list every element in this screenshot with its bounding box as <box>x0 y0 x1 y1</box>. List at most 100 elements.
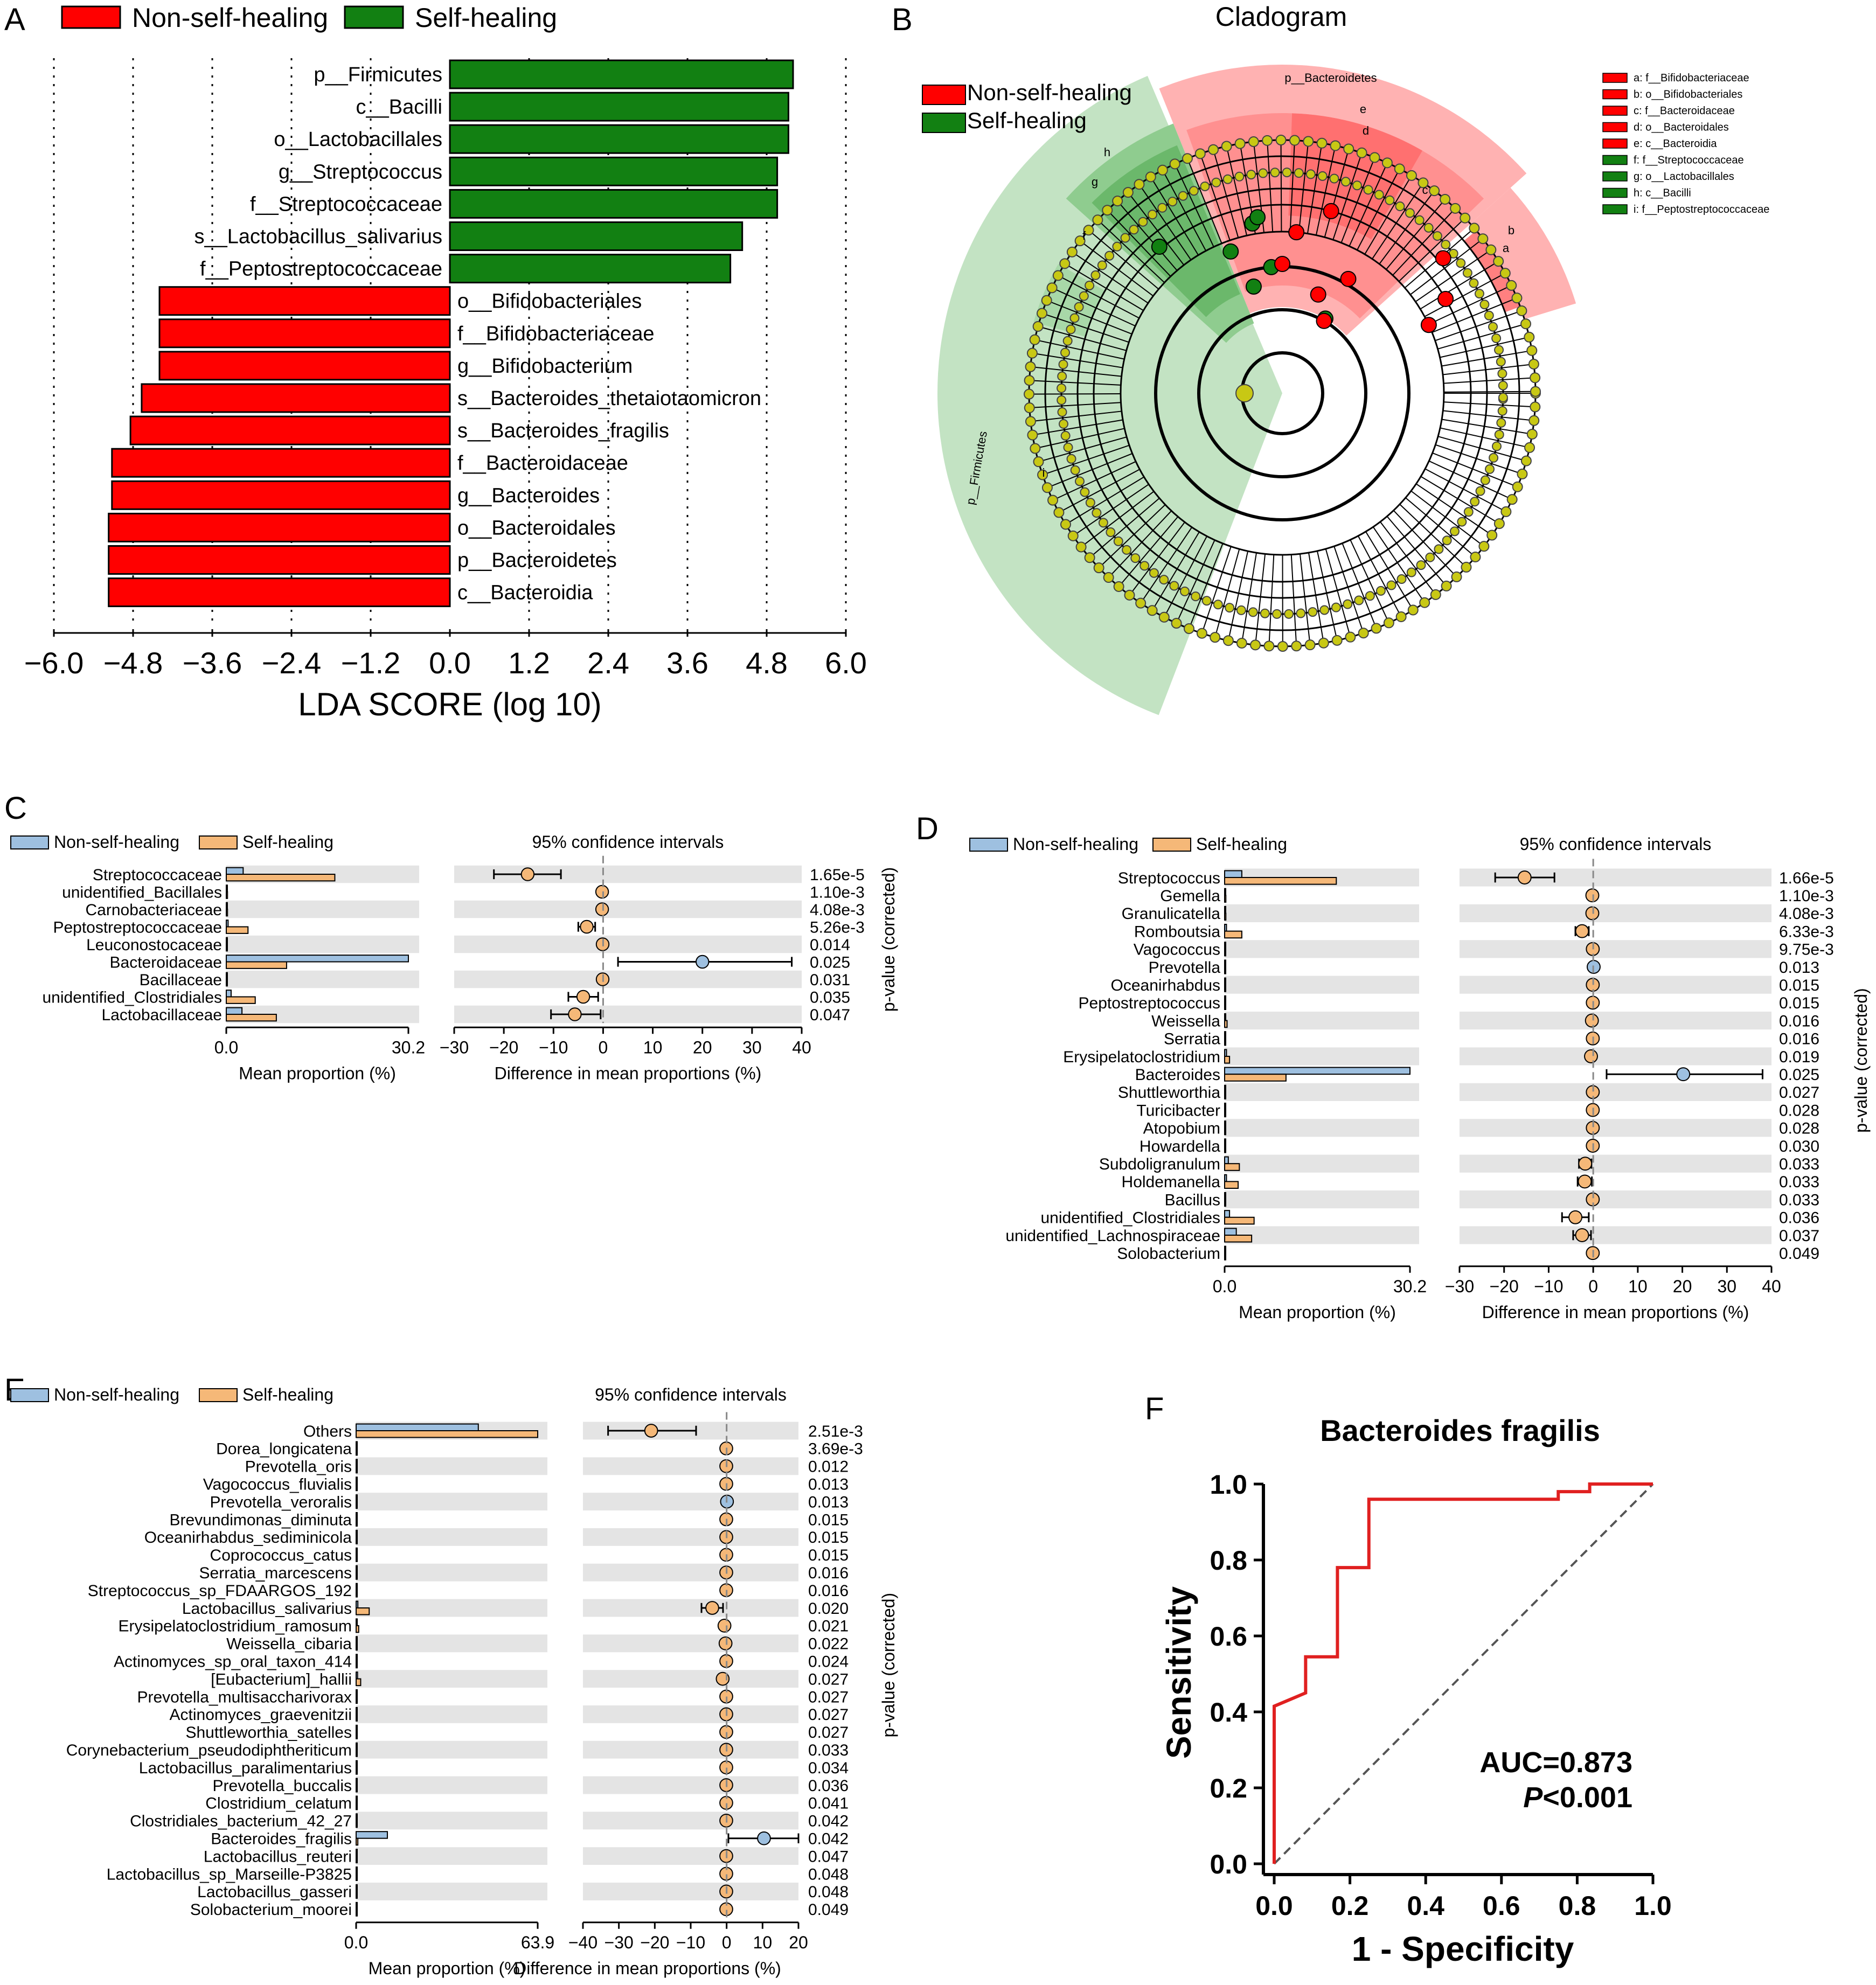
tree-node <box>1027 429 1038 441</box>
p-value: 9.75e-3 <box>1779 941 1834 959</box>
row-band <box>454 935 802 953</box>
tree-branch <box>1128 192 1185 266</box>
tree-branch <box>1425 468 1506 512</box>
row-band <box>583 1670 798 1688</box>
p-value: 0.027 <box>1779 1084 1819 1102</box>
bar-non-self-healing <box>356 1866 358 1875</box>
tree-node <box>1211 177 1221 187</box>
bar-non-self-healing <box>356 1423 479 1432</box>
tree-node <box>1057 407 1067 417</box>
p-value: 0.013 <box>1779 959 1819 977</box>
p-value: 0.015 <box>1779 994 1819 1012</box>
bar-self-healing <box>356 1501 358 1509</box>
auc-text: AUC=0.873 <box>1479 1746 1632 1779</box>
tree-node <box>1461 561 1472 573</box>
tree-node <box>1275 135 1287 146</box>
bar-non-self-healing <box>356 1654 358 1662</box>
node-non-self-healing <box>1435 250 1451 267</box>
tree-node <box>1457 517 1467 527</box>
panel-letter: A <box>4 2 25 37</box>
tree-branch <box>1214 548 1240 638</box>
p-value: 0.028 <box>1779 1120 1819 1138</box>
x-tick-label: 63.9 <box>521 1933 554 1952</box>
row-label: Lactobacillaceae <box>102 1006 223 1024</box>
tree-branch <box>1357 535 1402 617</box>
bar-self-healing <box>1224 1002 1226 1011</box>
tree-node <box>1477 233 1489 245</box>
tree-branch <box>1138 184 1192 261</box>
key-swatch <box>1602 122 1628 133</box>
panel-letter: D <box>916 811 939 846</box>
tree-branch <box>1428 284 1512 325</box>
legend-swatch-self-healing <box>199 835 238 849</box>
bar-self-healing <box>1224 1109 1226 1118</box>
tree-node <box>1434 544 1444 554</box>
tree-branch <box>1150 176 1199 256</box>
x-tick-label: −20 <box>640 1933 669 1952</box>
row-label: Streptococcus_sp_FDAARGOS_192 <box>88 1582 352 1600</box>
row-label: Lactobacillus_salivarius <box>182 1600 352 1618</box>
tree-node <box>1234 171 1245 182</box>
tree-node <box>1491 441 1502 451</box>
tree-branch <box>1443 401 1535 408</box>
row-band <box>1225 940 1419 958</box>
lda-bar <box>108 577 451 608</box>
x-tick-label: 0.8 <box>1559 1891 1596 1921</box>
tree-node <box>1456 258 1466 268</box>
row-label: Actinomyces_sp_oral_taxon_414 <box>114 1653 352 1671</box>
bar-non-self-healing <box>356 1707 358 1715</box>
row-label: Solobacterium_moorei <box>190 1901 352 1919</box>
row-band <box>583 1882 798 1900</box>
tree-branch <box>1289 140 1295 232</box>
row-label: Solobacterium <box>1117 1245 1220 1263</box>
bar-self-healing <box>1224 895 1227 903</box>
y-tick-label: 0.0 <box>1210 1849 1247 1879</box>
row-band <box>1460 904 1771 922</box>
tree-branch <box>1042 444 1130 476</box>
tree-branch <box>1440 336 1530 358</box>
row-label: Bacteroidaceae <box>110 953 222 971</box>
tree-branch <box>1187 158 1222 244</box>
roc-curve <box>1273 1482 1653 1864</box>
x-tick-label: 0 <box>599 1037 608 1057</box>
tree-branch <box>1151 531 1200 611</box>
diff-point <box>595 902 609 916</box>
diff-point <box>1585 906 1600 921</box>
bar-label: g__Streptococcus <box>279 161 442 183</box>
p-symbol: P <box>1523 1781 1543 1814</box>
tree-node <box>1208 144 1219 155</box>
row-label: Vagococcus_fluvialis <box>203 1476 352 1494</box>
row-band <box>356 1457 547 1475</box>
tree-branch <box>1307 143 1323 234</box>
tree-branch <box>1365 531 1414 610</box>
tree-branch <box>1029 402 1121 409</box>
tree-node <box>1069 313 1080 323</box>
lda-bar <box>108 545 451 575</box>
bar-self-healing <box>1224 1163 1240 1171</box>
legend-swatch-non-self-healing <box>10 835 49 849</box>
p-value: 0.048 <box>808 1865 849 1883</box>
tree-branch <box>1420 476 1500 524</box>
p-value: 0.033 <box>1779 1191 1819 1209</box>
tree-node <box>1331 602 1341 612</box>
tree-node <box>1524 331 1535 343</box>
row-label: Holdemanella <box>1122 1173 1221 1191</box>
tree-branch <box>1089 498 1160 559</box>
diff-point <box>520 867 535 881</box>
tree-node <box>1395 611 1407 622</box>
tree-branch <box>1443 410 1534 421</box>
bar-non-self-healing <box>1224 1084 1226 1093</box>
bar-self-healing <box>1224 1235 1253 1243</box>
row-band <box>454 900 802 918</box>
bar-non-self-healing <box>356 1529 358 1538</box>
bar-non-self-healing <box>1224 942 1226 950</box>
p-value: 0.030 <box>1779 1138 1819 1155</box>
key-label: e: c__Bacteroidia <box>1634 138 1717 150</box>
tree-node <box>1419 597 1430 608</box>
row-band <box>583 1812 798 1830</box>
bar-non-self-healing <box>356 1813 358 1821</box>
row-label: Subdoligranulum <box>1099 1155 1220 1173</box>
tree-node <box>1246 170 1256 180</box>
tree-node <box>1168 197 1178 207</box>
key-label: d: o__Bacteroidales <box>1634 122 1729 134</box>
